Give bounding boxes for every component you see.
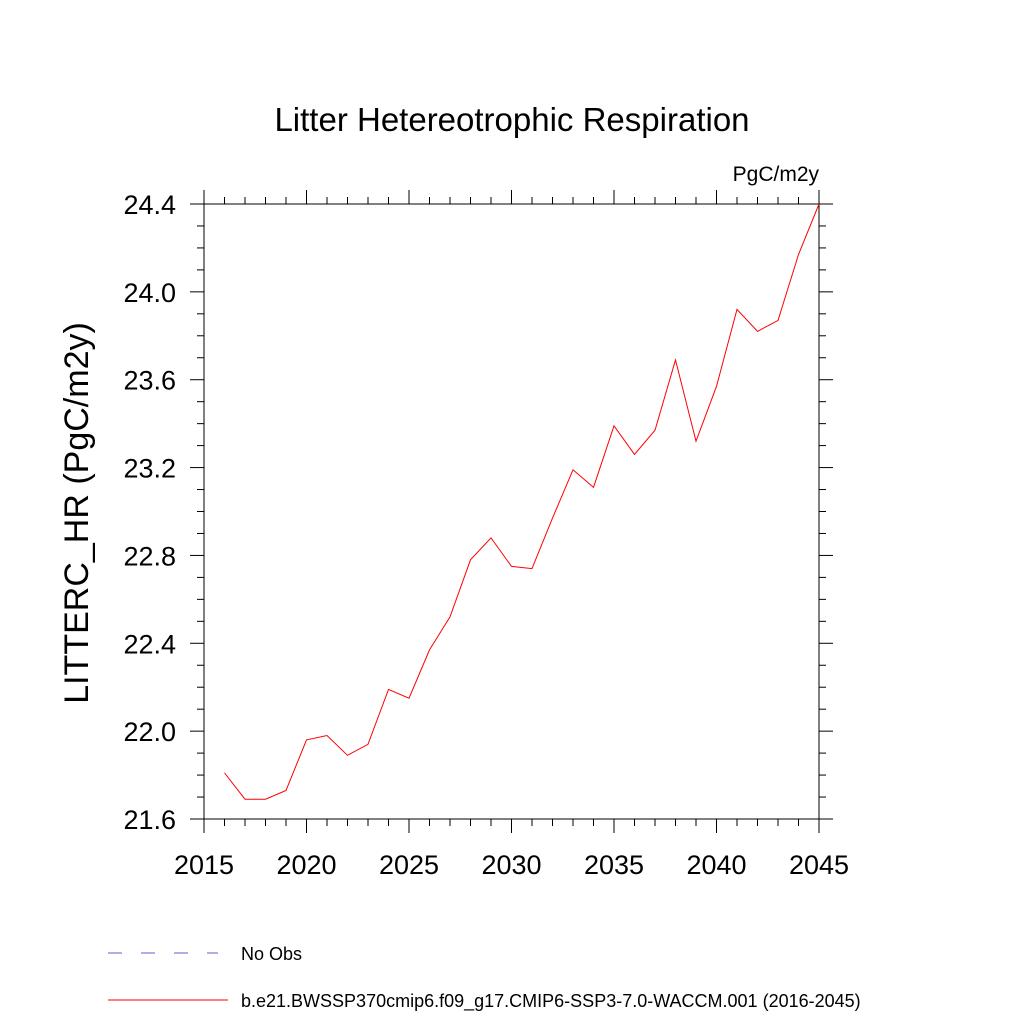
series-line xyxy=(224,203,820,800)
y-tick-label: 22.0 xyxy=(123,717,176,747)
y-tick-label: 23.6 xyxy=(123,366,176,396)
legend-label: b.e21.BWSSP370cmip6.f09_g17.CMIP6-SSP3-7… xyxy=(241,991,861,1012)
y-tick-label: 24.4 xyxy=(123,190,176,220)
y-tick-label: 24.0 xyxy=(123,278,176,308)
y-tick-label: 23.2 xyxy=(123,454,176,484)
x-tick-label: 2035 xyxy=(584,850,644,880)
x-tick-label: 2045 xyxy=(789,850,849,880)
y-tick-label: 22.8 xyxy=(123,541,176,571)
x-tick-label: 2040 xyxy=(686,850,746,880)
legend-label: No Obs xyxy=(241,944,302,964)
x-tick-label: 2030 xyxy=(481,850,541,880)
y-tick-label: 22.4 xyxy=(123,629,176,659)
plot-frame xyxy=(203,203,820,820)
chart-title: Litter Hetereotrophic Respiration xyxy=(274,101,749,138)
x-tick-label: 2020 xyxy=(276,850,336,880)
x-tick-label: 2025 xyxy=(379,850,439,880)
axis-ticks xyxy=(190,190,833,833)
x-tick-label: 2015 xyxy=(174,850,234,880)
y-tick-label: 21.6 xyxy=(123,805,176,835)
legend: No Obs b.e21.BWSSP370cmip6.f09_g17.CMIP6-… xyxy=(108,944,861,1012)
units-label: PgC/m2y xyxy=(733,163,820,186)
axis-tick-labels: 2015 2020 2025 2030 2035 2040 2045 21.6 22.0 22.4… xyxy=(123,190,849,880)
series-layer xyxy=(224,203,820,800)
y-axis-label: LITTERC_HR (PgC/m2y) xyxy=(58,322,96,704)
